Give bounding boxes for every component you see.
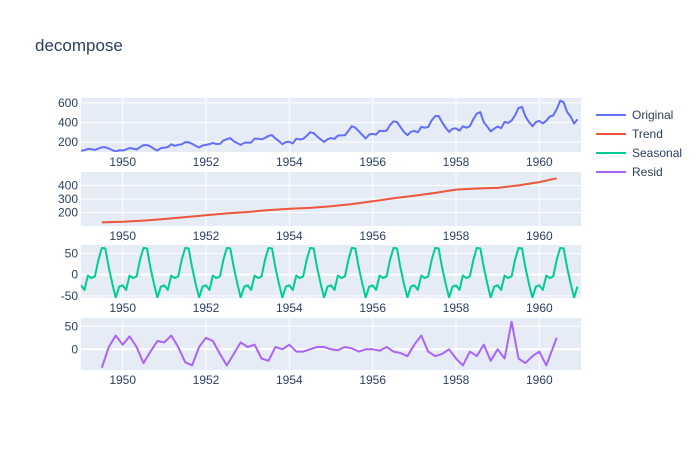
- x-tick-label: 1960: [526, 301, 553, 315]
- legend-label: Seasonal: [632, 146, 682, 160]
- x-tick-label: 1956: [359, 301, 386, 315]
- resid-subplot: 1950 1952 1954 1956 1958 1960 0 50: [65, 318, 581, 387]
- y-tick-label: 400: [58, 179, 78, 193]
- legend-item-trend[interactable]: Trend: [596, 127, 663, 141]
- legend-label: Trend: [632, 127, 663, 141]
- y-tick-label: 200: [58, 206, 78, 220]
- x-tick-label: 1950: [109, 373, 136, 387]
- x-tick-label: 1960: [526, 373, 553, 387]
- seasonal-subplot: 1950 1952 1954 1956 1958 1960 -50 0 50: [61, 245, 581, 315]
- original-series-line: [81, 99, 579, 152]
- resid-series-line: [100, 320, 558, 369]
- x-tick-label: 1954: [276, 301, 303, 315]
- x-tick-label: 1950: [109, 155, 136, 169]
- x-tick-label: 1950: [109, 229, 136, 243]
- legend: Original Trend Seasonal Resid: [596, 108, 682, 179]
- y-tick-label: 0: [71, 342, 78, 356]
- y-tick-label: 0: [71, 268, 78, 282]
- original-subplot: 1950 1952 1954 1956 1958 1960 200 400 600: [58, 96, 581, 169]
- x-tick-label: 1956: [359, 155, 386, 169]
- x-tick-label: 1952: [193, 155, 220, 169]
- seasonal-series-line: [81, 247, 579, 298]
- legend-item-resid[interactable]: Resid: [596, 165, 663, 179]
- x-tick-label: 1956: [359, 229, 386, 243]
- x-tick-label: 1954: [276, 155, 303, 169]
- x-tick-label: 1954: [276, 229, 303, 243]
- y-tick-label: 50: [65, 246, 79, 260]
- x-tick-label: 1952: [193, 373, 220, 387]
- x-tick-label: 1952: [193, 301, 220, 315]
- legend-item-original[interactable]: Original: [596, 108, 673, 122]
- x-tick-label: 1958: [443, 301, 470, 315]
- y-tick-label: 400: [58, 116, 78, 130]
- trend-series-line: [101, 177, 557, 224]
- chart-title: decompose: [35, 36, 123, 55]
- legend-item-seasonal[interactable]: Seasonal: [596, 146, 682, 160]
- plot-background: [81, 98, 581, 152]
- x-tick-label: 1952: [193, 229, 220, 243]
- y-tick-label: 50: [65, 319, 79, 333]
- y-tick-label: 200: [58, 135, 78, 149]
- x-tick-label: 1954: [276, 373, 303, 387]
- x-tick-label: 1950: [109, 301, 136, 315]
- x-tick-label: 1958: [443, 373, 470, 387]
- x-tick-label: 1958: [443, 229, 470, 243]
- x-tick-label: 1958: [443, 155, 470, 169]
- x-tick-label: 1960: [526, 229, 553, 243]
- y-tick-label: 600: [58, 96, 78, 110]
- legend-label: Original: [632, 108, 673, 122]
- x-tick-label: 1956: [359, 373, 386, 387]
- y-tick-label: 300: [58, 192, 78, 206]
- y-tick-label: -50: [61, 289, 79, 303]
- x-tick-label: 1960: [526, 155, 553, 169]
- legend-label: Resid: [632, 165, 663, 179]
